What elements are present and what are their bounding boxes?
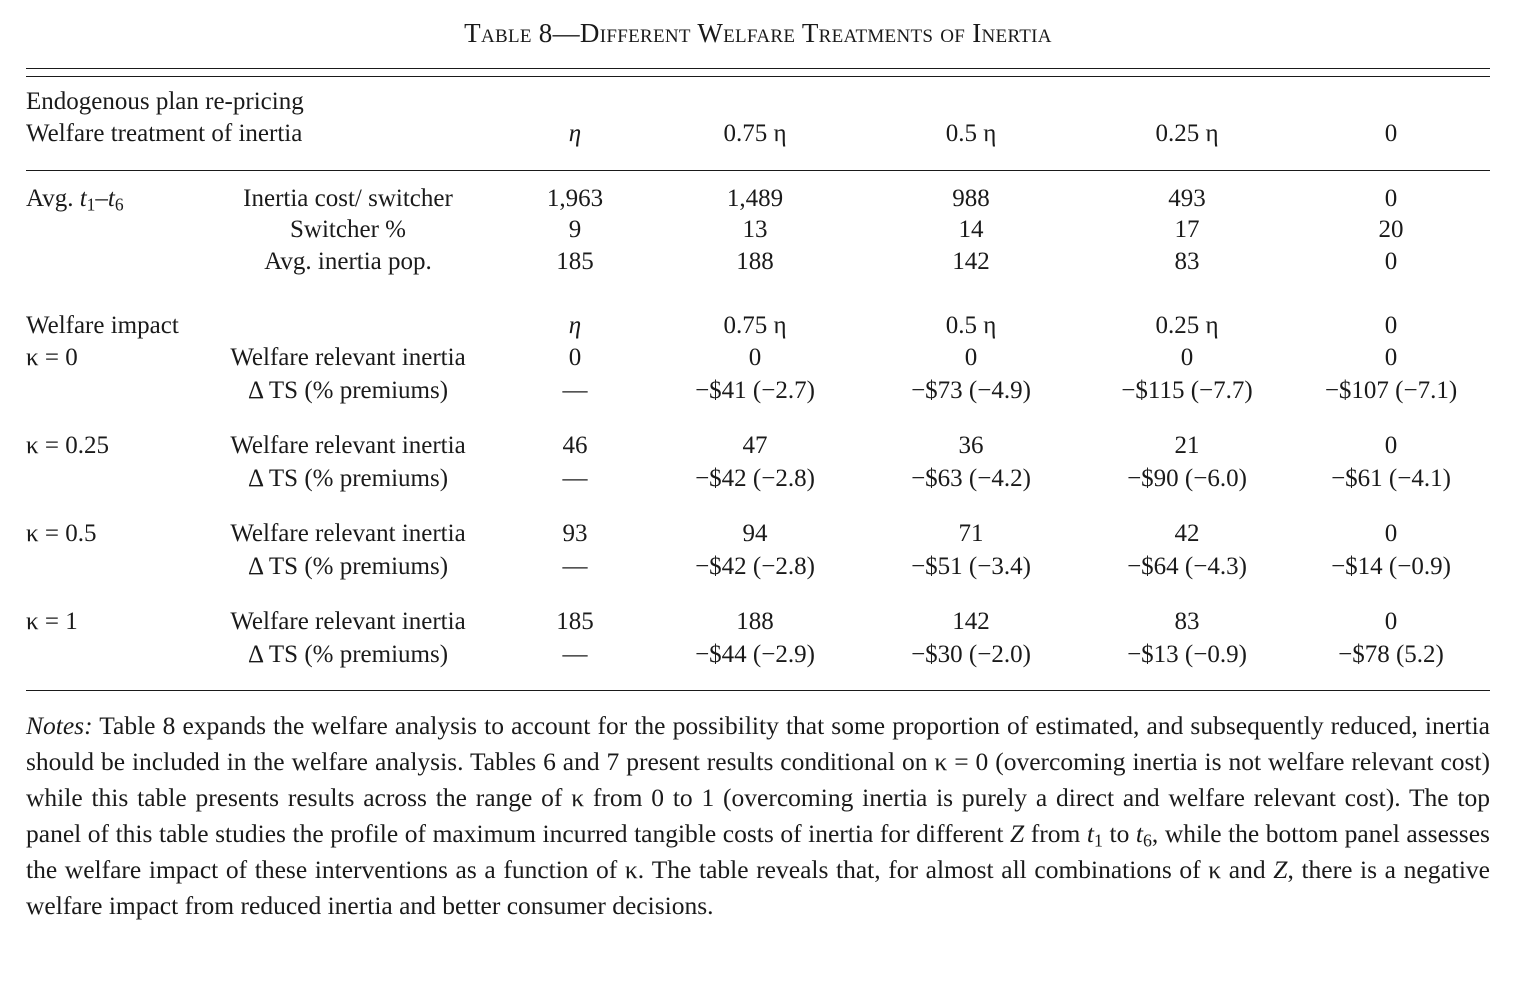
table-cell: 71 [958, 520, 984, 547]
table-cell: −$51 (−3.4) [911, 553, 1031, 580]
row-label: Welfare relevant inertia [230, 520, 466, 547]
column-header: 0 [1384, 120, 1398, 147]
table-cell: 36 [958, 432, 984, 459]
table-cell: −$42 (−2.8) [695, 465, 815, 492]
table-cell: 42 [1174, 520, 1200, 547]
table-cell: 47 [742, 432, 768, 459]
column-header: 0 [1384, 312, 1398, 339]
table-cell: −$42 (−2.8) [695, 553, 815, 580]
table-cell: 0 [1384, 608, 1398, 635]
row-label: Inertia cost/ switcher [243, 185, 453, 212]
table-cell: 493 [1168, 185, 1206, 212]
table-cell: 142 [952, 608, 990, 635]
kappa-label: κ = 0 [26, 344, 78, 371]
table-cell: 14 [958, 216, 984, 243]
table-cell: 988 [952, 185, 990, 212]
row-label: Welfare relevant inertia [230, 432, 466, 459]
table-cell: — [562, 377, 588, 404]
table-cell: −$78 (5.2) [1338, 641, 1444, 668]
row-label: Δ TS (% premiums) [247, 377, 449, 404]
column-header: 0.5 η [945, 120, 997, 147]
table-cell: 188 [736, 248, 774, 275]
table-cell: 0 [568, 344, 582, 371]
top-double-rule-2 [26, 76, 1490, 77]
table-cell: −$30 (−2.0) [911, 641, 1031, 668]
row-label: Avg. inertia pop. [264, 248, 432, 275]
header-line-2: Welfare treatment of inertia [26, 120, 303, 147]
table-cell: 94 [742, 520, 768, 547]
table-cell: 185 [556, 608, 594, 635]
column-header: 0.25 η [1155, 120, 1219, 147]
table-cell: 9 [568, 216, 582, 243]
table-cell: 0 [1384, 344, 1398, 371]
bottom-panel-label: Welfare impact [26, 312, 179, 339]
header-rule [26, 170, 1490, 171]
table-notes: Notes: Table 8 expands the welfare analy… [26, 711, 1491, 920]
table-cell: 13 [742, 216, 768, 243]
table-cell: −$41 (−2.7) [695, 377, 815, 404]
table-cell: −$44 (−2.9) [695, 641, 815, 668]
table-cell: 17 [1174, 216, 1200, 243]
row-label: Δ TS (% premiums) [247, 465, 449, 492]
kappa-label: κ = 0.5 [26, 520, 97, 547]
top-double-rule-1 [26, 68, 1490, 69]
table-title: Table 8—Different Welfare Treatments of … [464, 18, 1052, 48]
table-cell: −$61 (−4.1) [1331, 465, 1451, 492]
table-cell: 83 [1174, 248, 1200, 275]
table-cell: 142 [952, 248, 990, 275]
top-panel-group-label: Avg. t1–t6 [26, 185, 124, 215]
table-cell: −$64 (−4.3) [1127, 553, 1247, 580]
row-label: Switcher % [290, 216, 406, 243]
table-cell: 0 [1384, 248, 1398, 275]
column-header: η [568, 120, 582, 147]
row-label: Δ TS (% premiums) [247, 553, 449, 580]
kappa-label: κ = 1 [26, 608, 78, 635]
table-cell: −$14 (−0.9) [1331, 553, 1451, 580]
table-cell: −$73 (−4.9) [911, 377, 1031, 404]
notes-lead: Notes: [26, 711, 93, 740]
row-label: Welfare relevant inertia [230, 608, 466, 635]
table-cell: 185 [556, 248, 594, 275]
table-cell: 0 [1384, 432, 1398, 459]
table-cell: 46 [562, 432, 588, 459]
table-cell: 1,489 [726, 185, 784, 212]
table-cell: −$90 (−6.0) [1127, 465, 1247, 492]
table-cell: −$63 (−4.2) [911, 465, 1031, 492]
table-cell: 21 [1174, 432, 1200, 459]
table-cell: — [562, 553, 588, 580]
column-header: 0.25 η [1155, 312, 1219, 339]
table-cell: −$13 (−0.9) [1127, 641, 1247, 668]
row-label: Δ TS (% premiums) [247, 641, 449, 668]
table-cell: −$115 (−7.7) [1121, 377, 1253, 404]
header-line-1: Endogenous plan re-pricing [26, 88, 304, 115]
table-cell: −$107 (−7.1) [1324, 377, 1458, 404]
table-cell: — [562, 641, 588, 668]
column-header: 0.5 η [945, 312, 997, 339]
column-header: 0.75 η [723, 312, 787, 339]
table-cell: — [562, 465, 588, 492]
table-cell: 0 [964, 344, 978, 371]
table-cell: 20 [1378, 216, 1404, 243]
column-header: 0.75 η [723, 120, 787, 147]
table-cell: 0 [1384, 520, 1398, 547]
column-header: η [568, 312, 582, 339]
table-cell: 1,963 [546, 185, 604, 212]
table-cell: 0 [1384, 185, 1398, 212]
table-cell: 83 [1174, 608, 1200, 635]
kappa-label: κ = 0.25 [26, 432, 109, 459]
table-cell: 188 [736, 608, 774, 635]
table-cell: 0 [1180, 344, 1194, 371]
table-cell: 0 [748, 344, 762, 371]
table-cell: 93 [562, 520, 588, 547]
bottom-rule [26, 690, 1490, 691]
row-label: Welfare relevant inertia [230, 344, 466, 371]
